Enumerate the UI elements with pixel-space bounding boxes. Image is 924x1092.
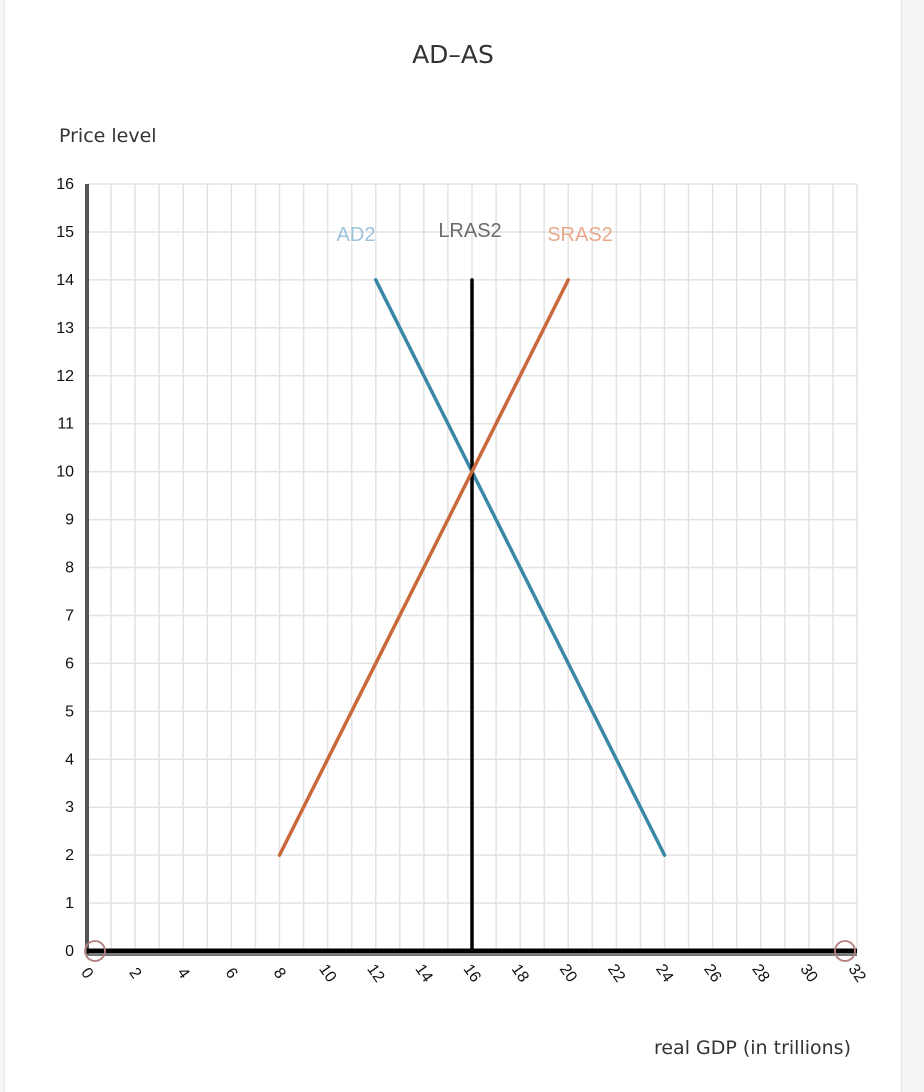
- x-axis-label: real GDP (in trillions): [653, 1037, 851, 1059]
- curve-ad2[interactable]: [374, 278, 667, 857]
- y-tick-label: 2: [65, 847, 74, 864]
- y-tick-label: 5: [65, 703, 74, 720]
- x-tick-label: 30: [796, 961, 820, 985]
- x-tick-label: 12: [363, 961, 387, 985]
- curve-label-lras2: LRAS2: [438, 220, 501, 242]
- y-tick-label: 1: [65, 895, 74, 912]
- y-tick-label: 8: [65, 560, 74, 577]
- x-tick-label: 14: [411, 961, 435, 985]
- y-tick-label: 15: [56, 224, 74, 241]
- y-tick-label: 3: [65, 799, 74, 816]
- y-tick-label: 4: [65, 751, 74, 768]
- x-tick-label: 6: [222, 965, 241, 982]
- x-tick-label: 2: [125, 965, 144, 982]
- x-tick-label: 22: [604, 961, 628, 985]
- x-tick-label: 26: [700, 961, 724, 985]
- curve-sras2[interactable]: [277, 278, 570, 857]
- drag-handles[interactable]: [84, 940, 856, 962]
- y-tick-label: 10: [56, 464, 74, 481]
- curves: [277, 278, 667, 953]
- x-tick-label: 4: [173, 965, 192, 982]
- axis-handle[interactable]: [84, 940, 106, 962]
- curve-label-ad2: AD2: [337, 224, 376, 246]
- x-tick-label: 20: [556, 961, 580, 985]
- curve-label-sras2: SRAS2: [547, 224, 613, 246]
- x-tick-labels: 0 2 4 6 8 10 12 14 16 18 20 22 24 26 28 30 32: [77, 961, 869, 985]
- x-tick-label: 24: [652, 961, 676, 985]
- x-tick-label: 0: [77, 965, 96, 982]
- y-tick-label: 14: [56, 272, 74, 289]
- y-tick-label: 6: [65, 655, 74, 672]
- y-tick-label: 9: [65, 512, 74, 529]
- y-tick-label: 13: [56, 320, 74, 337]
- y-tick-label: 16: [56, 176, 74, 193]
- x-tick-label: 10: [315, 961, 339, 985]
- x-tick-label: 28: [748, 961, 772, 985]
- y-tick-label: 12: [56, 368, 74, 385]
- chart-card: AD–AS Price level real GDP (in trillions…: [4, 0, 902, 1092]
- axis-handle[interactable]: [834, 940, 856, 962]
- y-tick-label: 7: [65, 607, 74, 624]
- curve-labels: AD2 LRAS2 SRAS2: [337, 220, 613, 246]
- x-tick-label: 32: [845, 961, 869, 985]
- y-axis-label: Price level: [59, 125, 157, 147]
- chart-title: AD–AS: [412, 40, 494, 69]
- x-tick-label: 16: [460, 961, 484, 985]
- y-tick-label: 0: [65, 943, 74, 960]
- x-tick-label: 18: [508, 961, 532, 985]
- y-tick-label: 11: [57, 416, 74, 433]
- x-tick-label: 8: [270, 965, 289, 982]
